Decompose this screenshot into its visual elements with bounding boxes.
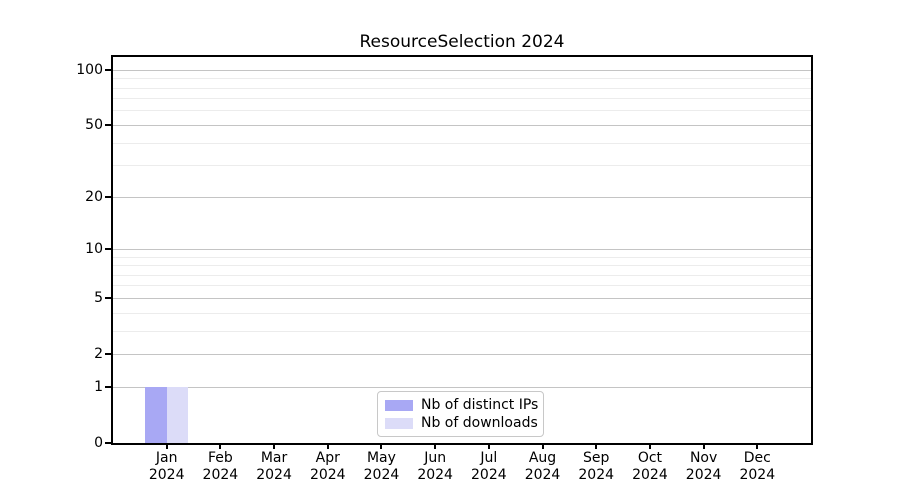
- legend-label: Nb of distinct IPs: [421, 397, 538, 413]
- x-tick-mark: [327, 443, 329, 449]
- x-tick-mark: [703, 443, 705, 449]
- major-gridline: [113, 125, 811, 126]
- x-tick-mark: [756, 443, 758, 449]
- minor-gridline: [113, 110, 811, 111]
- x-tick-mark: [380, 443, 382, 449]
- y-tick-label: 100: [43, 62, 103, 78]
- x-tick-mark: [595, 443, 597, 449]
- major-gridline: [113, 197, 811, 198]
- major-gridline: [113, 249, 811, 250]
- minor-gridline: [113, 165, 811, 166]
- y-tick-label: 2: [43, 346, 103, 362]
- minor-gridline: [113, 98, 811, 99]
- bar-nb-of-distinct-ips-jan: [145, 387, 166, 443]
- legend-label: Nb of downloads: [421, 415, 538, 431]
- chart-title: ResourceSelection 2024: [111, 32, 813, 52]
- minor-gridline: [113, 257, 811, 258]
- legend-swatch: [385, 418, 413, 429]
- minor-gridline: [113, 88, 811, 89]
- x-tick-mark: [219, 443, 221, 449]
- y-tick-label: 20: [43, 189, 103, 205]
- y-tick-label: 50: [43, 117, 103, 133]
- y-tick-mark: [105, 386, 112, 388]
- y-tick-label: 10: [43, 241, 103, 257]
- y-tick-mark: [105, 297, 112, 299]
- y-tick-label: 5: [43, 290, 103, 306]
- plot-area: [111, 55, 813, 445]
- minor-gridline: [113, 313, 811, 314]
- minor-gridline: [113, 78, 811, 79]
- major-gridline: [113, 70, 811, 71]
- minor-gridline: [113, 331, 811, 332]
- x-tick-mark: [434, 443, 436, 449]
- y-tick-mark: [105, 248, 112, 250]
- x-tick-mark: [166, 443, 168, 449]
- y-tick-mark: [105, 69, 112, 71]
- legend: Nb of distinct IPs Nb of downloads: [377, 391, 544, 437]
- x-tick-label: Dec 2024: [717, 450, 797, 484]
- legend-item: Nb of distinct IPs: [385, 396, 536, 414]
- x-tick-mark: [273, 443, 275, 449]
- major-gridline: [113, 298, 811, 299]
- y-tick-mark: [105, 196, 112, 198]
- x-tick-mark: [488, 443, 490, 449]
- major-gridline: [113, 354, 811, 355]
- y-tick-mark: [105, 353, 112, 355]
- figure: ResourceSelection 2024 0125102050100 Jan…: [0, 0, 900, 500]
- bar-nb-of-downloads-jan: [167, 387, 188, 443]
- major-gridline: [113, 387, 811, 388]
- x-tick-mark: [542, 443, 544, 449]
- y-tick-mark: [105, 124, 112, 126]
- minor-gridline: [113, 265, 811, 266]
- minor-gridline: [113, 275, 811, 276]
- minor-gridline: [113, 285, 811, 286]
- x-tick-mark: [649, 443, 651, 449]
- y-tick-label: 0: [43, 435, 103, 451]
- y-tick-label: 1: [43, 379, 103, 395]
- legend-swatch: [385, 400, 413, 411]
- minor-gridline: [113, 143, 811, 144]
- plot-inner: [113, 57, 811, 443]
- legend-item: Nb of downloads: [385, 414, 536, 432]
- y-tick-mark: [105, 442, 112, 444]
